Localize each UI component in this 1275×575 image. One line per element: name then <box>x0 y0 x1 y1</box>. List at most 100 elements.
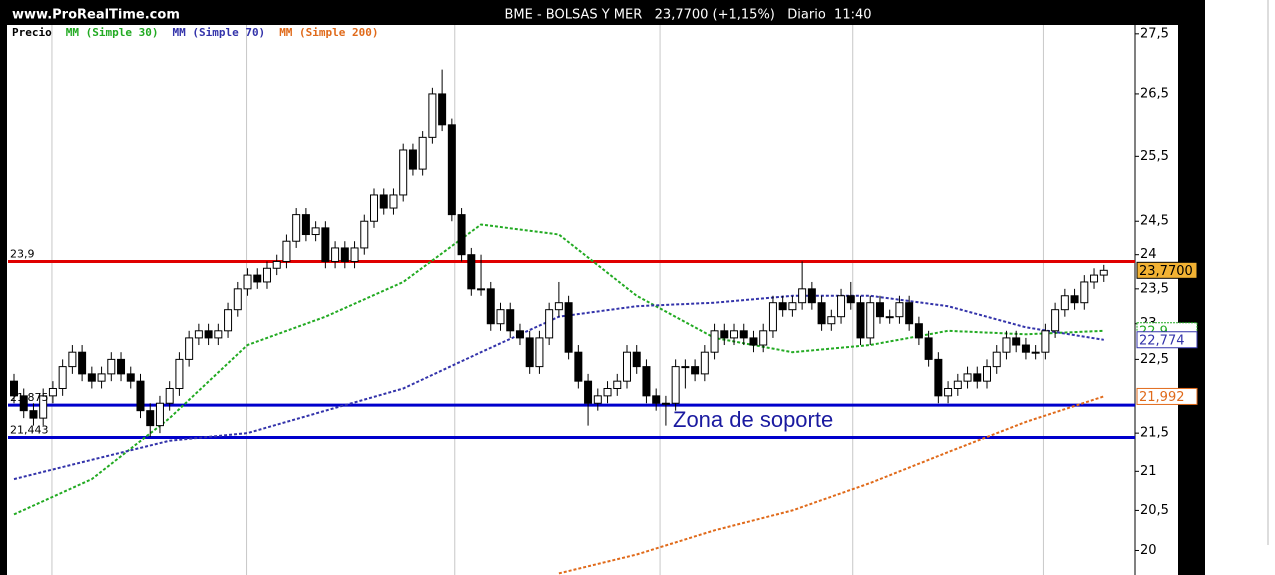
candle-body <box>535 337 544 368</box>
reference-label: 23,9 <box>10 247 35 260</box>
candle-body <box>875 302 884 318</box>
candle-body <box>19 395 28 412</box>
source: www.ProRealTime.com <box>12 8 180 23</box>
candle-body <box>87 373 96 382</box>
candle-body <box>768 302 777 332</box>
y-tick-label: 20 <box>1140 543 1157 558</box>
moving-average <box>558 395 1105 575</box>
y-tick-label: 25,5 <box>1140 149 1169 164</box>
candle-body <box>272 260 281 269</box>
header-bar <box>0 0 1205 25</box>
candle-body <box>107 358 116 375</box>
candle-body <box>983 366 991 382</box>
candle-body <box>175 358 184 389</box>
candle-body <box>97 373 106 382</box>
candle-body <box>311 227 320 236</box>
candle-body <box>739 330 748 339</box>
candle-body <box>321 227 330 262</box>
candle-body <box>204 330 213 339</box>
candle-body <box>428 93 437 138</box>
candle-body <box>146 410 155 427</box>
candle-body <box>905 302 914 325</box>
candle-body <box>506 309 515 332</box>
candle-body <box>846 295 855 304</box>
candle-body <box>262 267 271 283</box>
candle-body <box>944 387 953 397</box>
y-tick-label: 24 <box>1140 247 1157 262</box>
candle-body <box>301 214 310 236</box>
candle-body <box>1021 344 1030 353</box>
last-value-box <box>1136 387 1198 405</box>
candle-body <box>214 330 223 339</box>
candle-body <box>292 214 301 242</box>
y-tick-label: 20,5 <box>1140 503 1169 518</box>
candle-body <box>885 316 894 319</box>
reference-label: 21,875 <box>10 391 49 404</box>
candle-body <box>515 330 524 339</box>
candle-body <box>1099 269 1108 276</box>
legend-entry: MM (Simple 70) <box>172 26 265 39</box>
candle-body <box>1051 309 1060 332</box>
candle-body <box>1031 351 1040 354</box>
candle-body <box>233 288 242 311</box>
candle-body <box>827 316 836 325</box>
candle-body <box>642 366 651 397</box>
candle-body <box>360 220 369 249</box>
candle-body <box>924 337 933 360</box>
candle-body <box>788 302 797 311</box>
last-value-label: 21,992 <box>1139 390 1185 405</box>
candle-body <box>496 309 505 325</box>
candle-body <box>613 380 622 389</box>
candle-body <box>778 302 787 311</box>
candle-body <box>798 288 807 304</box>
candle-body <box>759 330 768 346</box>
plot <box>8 69 1135 575</box>
candle-body <box>340 247 349 262</box>
candle-body <box>584 380 593 404</box>
candle-body <box>457 214 466 256</box>
candle-body <box>379 194 388 209</box>
candle-body <box>593 395 602 404</box>
candle-body <box>399 149 408 196</box>
candle-body <box>914 323 923 339</box>
candle-body <box>622 351 631 382</box>
candle-body <box>117 358 126 375</box>
candle-body <box>807 288 816 304</box>
candle-body <box>866 302 875 339</box>
candle-body <box>661 402 670 405</box>
left-frame <box>0 0 7 575</box>
candle-body <box>603 387 612 397</box>
candle-body <box>934 358 943 397</box>
candle-body <box>370 194 379 222</box>
candle-body <box>185 337 194 360</box>
candle-body <box>243 274 252 290</box>
candle-body <box>1012 337 1021 346</box>
candle-body <box>467 254 476 290</box>
y-tick-label: 27,5 <box>1140 26 1169 41</box>
y-tick-label: 23,5 <box>1140 281 1169 296</box>
candle-body <box>895 302 904 318</box>
y-tick-label: 21 <box>1140 464 1157 479</box>
chart-title: BME - BOLSAS Y MER 23,7700 (+1,15%) Diar… <box>504 8 871 23</box>
candle-body <box>155 402 164 427</box>
y-tick-label: 24,5 <box>1140 214 1169 229</box>
candle-body <box>1002 337 1011 353</box>
candle-body <box>331 247 340 262</box>
candle-body <box>564 302 573 353</box>
candle-body <box>136 380 145 412</box>
candle-body <box>39 395 48 419</box>
candle-body <box>963 373 972 382</box>
candle-body <box>282 240 291 262</box>
candle-body <box>953 380 962 389</box>
candle-body <box>165 387 174 404</box>
candle-body <box>856 302 865 339</box>
candle-body <box>574 351 583 382</box>
y-tick-label: 21,5 <box>1140 426 1169 441</box>
candle-body <box>194 330 203 339</box>
candle-body <box>1080 281 1089 304</box>
candle-body <box>992 351 1001 368</box>
legend-entry: Precio <box>12 26 52 39</box>
legend-entry: MM (Simple 30) <box>66 26 159 39</box>
